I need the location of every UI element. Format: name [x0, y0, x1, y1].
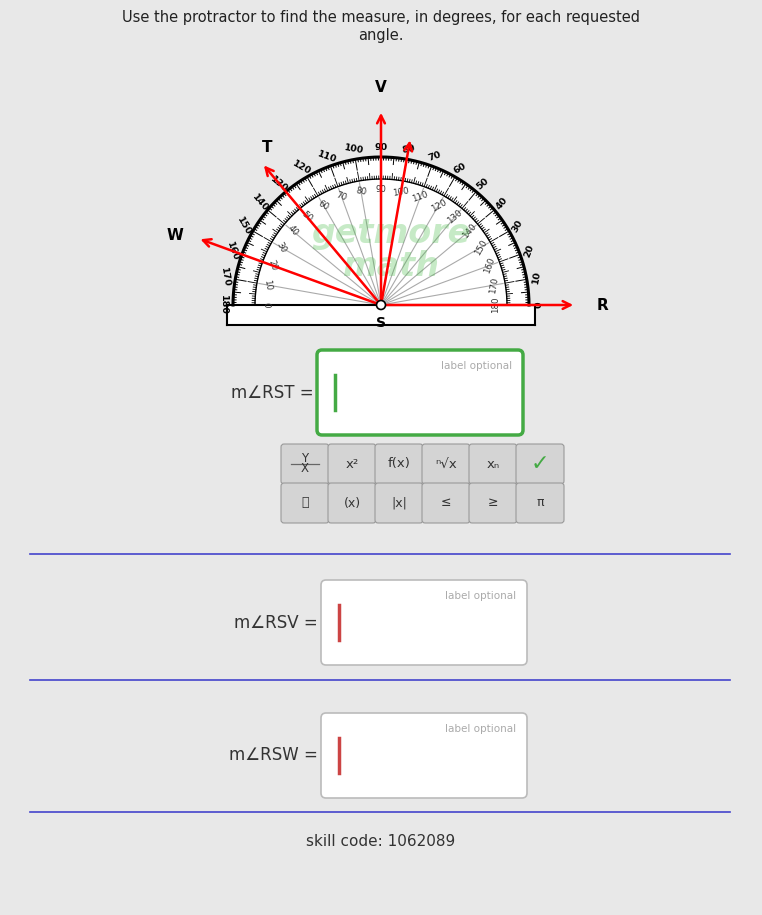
FancyBboxPatch shape [328, 444, 376, 484]
Text: 20: 20 [267, 259, 279, 273]
Text: 180: 180 [491, 296, 501, 313]
Text: 20: 20 [523, 243, 536, 259]
Circle shape [376, 300, 386, 309]
Text: m∠RSW =: m∠RSW = [229, 747, 318, 765]
Text: 0: 0 [261, 302, 271, 307]
Text: 120: 120 [429, 198, 448, 213]
Text: V: V [375, 80, 387, 94]
Text: 170: 170 [488, 276, 500, 294]
Text: 170: 170 [219, 267, 232, 288]
Text: 110: 110 [411, 190, 430, 204]
Text: 110: 110 [316, 149, 338, 164]
Text: 100: 100 [392, 186, 410, 198]
FancyBboxPatch shape [422, 483, 470, 523]
Text: Use the protractor to find the measure, in degrees, for each requested: Use the protractor to find the measure, … [122, 10, 640, 25]
Text: ✓: ✓ [530, 454, 549, 474]
Text: 80: 80 [401, 144, 416, 155]
Polygon shape [227, 305, 535, 325]
FancyBboxPatch shape [516, 444, 564, 484]
Text: S: S [376, 316, 386, 330]
Text: 70: 70 [427, 150, 443, 163]
FancyBboxPatch shape [422, 444, 470, 484]
Text: 90: 90 [374, 143, 388, 152]
Text: 160: 160 [482, 256, 496, 275]
FancyBboxPatch shape [321, 580, 527, 665]
Text: |x|: |x| [391, 497, 407, 510]
Text: label optional: label optional [445, 724, 516, 734]
Text: f(x): f(x) [388, 458, 411, 470]
Text: W: W [167, 228, 184, 243]
Text: 40: 40 [495, 196, 510, 211]
Text: 180: 180 [219, 295, 228, 315]
Text: ≤: ≤ [440, 497, 451, 510]
FancyBboxPatch shape [375, 483, 423, 523]
Text: 80: 80 [355, 187, 367, 197]
FancyBboxPatch shape [469, 483, 517, 523]
Text: 150: 150 [235, 215, 253, 237]
Text: 100: 100 [343, 144, 364, 156]
Text: 50: 50 [475, 177, 491, 191]
Text: R: R [596, 297, 608, 313]
Text: 30: 30 [275, 241, 288, 254]
Text: 90: 90 [376, 186, 386, 195]
Text: 50: 50 [300, 210, 314, 224]
Text: 70: 70 [335, 191, 348, 203]
Text: m∠RST =: m∠RST = [232, 383, 314, 402]
Text: T: T [261, 140, 272, 155]
Text: 120: 120 [291, 159, 313, 177]
Text: 10: 10 [262, 279, 273, 291]
Text: ≥: ≥ [488, 497, 498, 510]
Text: Y: Y [302, 453, 309, 466]
FancyBboxPatch shape [328, 483, 376, 523]
Text: 130: 130 [269, 174, 290, 194]
Text: xₙ: xₙ [486, 458, 500, 470]
Text: skill code: 1062089: skill code: 1062089 [306, 834, 456, 849]
Text: x²: x² [345, 458, 359, 470]
Text: ⁿ√x: ⁿ√x [435, 458, 457, 470]
Text: 40: 40 [286, 224, 300, 238]
Text: π: π [536, 497, 544, 510]
Text: label optional: label optional [441, 361, 512, 371]
FancyBboxPatch shape [516, 483, 564, 523]
Text: X: X [301, 462, 309, 476]
FancyBboxPatch shape [281, 444, 329, 484]
FancyBboxPatch shape [281, 483, 329, 523]
FancyBboxPatch shape [375, 444, 423, 484]
FancyBboxPatch shape [321, 713, 527, 798]
FancyBboxPatch shape [317, 350, 523, 435]
Text: 10: 10 [531, 270, 543, 285]
Text: 150: 150 [472, 238, 488, 257]
Text: getmore
math: getmore math [312, 217, 471, 283]
Text: 60: 60 [452, 161, 468, 176]
Text: angle.: angle. [358, 28, 404, 43]
Text: 160: 160 [225, 240, 240, 262]
Text: 60: 60 [316, 199, 331, 212]
Text: 140: 140 [250, 193, 270, 214]
Text: 0: 0 [534, 302, 543, 308]
FancyBboxPatch shape [469, 444, 517, 484]
Text: 130: 130 [446, 208, 464, 226]
Text: 140: 140 [460, 221, 478, 241]
Text: (x): (x) [344, 497, 360, 510]
Text: 30: 30 [511, 218, 525, 234]
Text: label optional: label optional [445, 591, 516, 601]
Text: m∠RSV =: m∠RSV = [234, 613, 318, 631]
Polygon shape [233, 157, 529, 305]
Text: 🗑: 🗑 [301, 497, 309, 510]
